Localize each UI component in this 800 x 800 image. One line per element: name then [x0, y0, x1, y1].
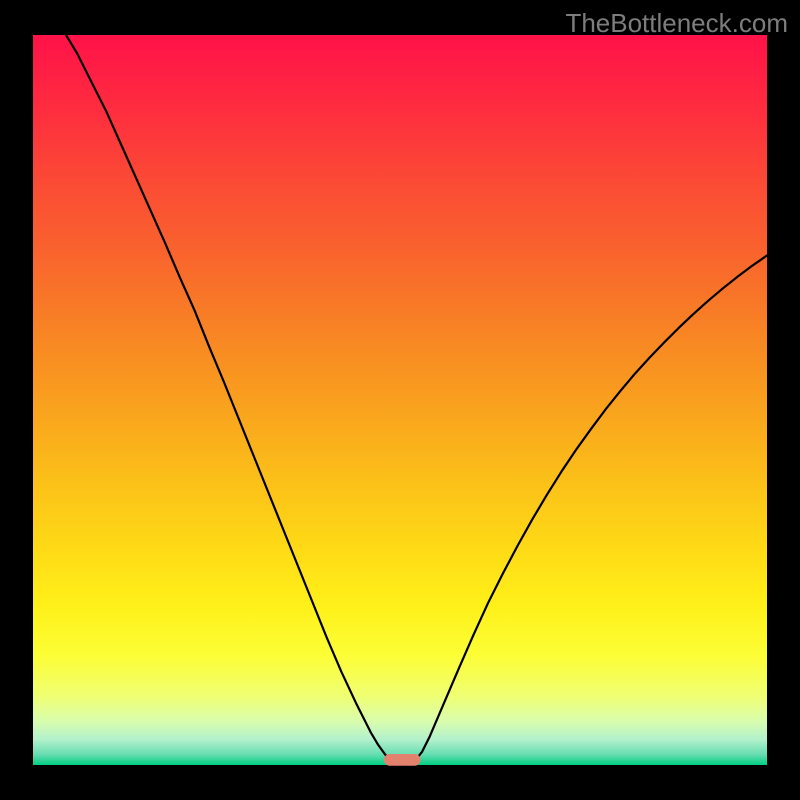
optimal-point-marker — [384, 754, 421, 766]
watermark-text: TheBottleneck.com — [565, 8, 788, 39]
bottleneck-chart — [0, 0, 800, 800]
gradient-background — [33, 35, 767, 765]
chart-container: TheBottleneck.com — [0, 0, 800, 800]
